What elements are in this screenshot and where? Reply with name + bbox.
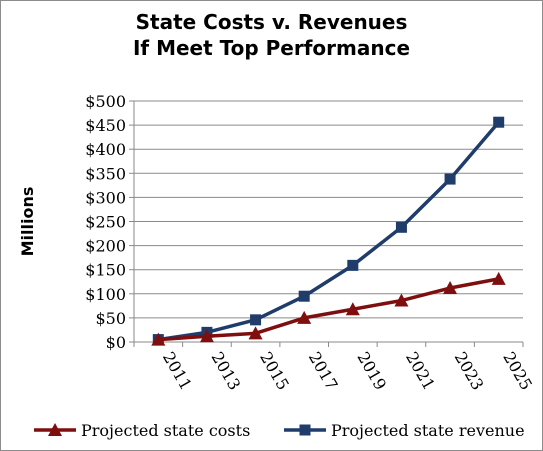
chart-title-block: State Costs v. Revenues If Meet Top Perf…	[1, 9, 542, 61]
legend-item: Projected state costs	[34, 421, 250, 440]
x-tick-label: 2013	[207, 349, 244, 394]
legend-marker	[48, 423, 62, 436]
gridlines	[134, 100, 523, 319]
series-group	[151, 116, 506, 346]
legend: Projected state costs Projected state rev…	[34, 421, 525, 440]
x-tick-label: 2021	[402, 349, 439, 394]
x-tick-label: 2019	[353, 349, 390, 394]
y-tick-label: $350	[85, 164, 126, 183]
series-revenue	[152, 116, 505, 346]
data-point	[493, 116, 505, 128]
data-point	[347, 259, 359, 271]
series-costs	[151, 271, 506, 346]
y-tick-label: $150	[85, 261, 126, 280]
data-point	[250, 314, 262, 326]
y-tick-label: $100	[85, 285, 126, 304]
x-tick-label: 2017	[305, 349, 342, 394]
x-tick-label: 2025	[499, 349, 536, 394]
data-point	[345, 302, 360, 316]
data-point	[151, 332, 166, 346]
y-axis-ticks: $0 $50 $100 $150 $200 $250 $300 $350 $400 $450 $50…	[85, 92, 134, 352]
y-tick-label: $0	[106, 333, 126, 352]
y-axis-label: Millions	[18, 187, 37, 257]
data-point	[491, 271, 506, 285]
chart-title: State Costs v. Revenues	[135, 10, 408, 34]
data-point	[444, 173, 456, 185]
y-tick-label: $300	[85, 188, 126, 207]
data-point	[395, 221, 407, 233]
data-point	[443, 281, 458, 295]
x-tick-label: 2023	[451, 349, 488, 394]
data-point	[394, 293, 409, 307]
series-line	[158, 121, 501, 342]
y-tick-label: $400	[85, 140, 126, 159]
legend-label: Projected state revenue	[331, 421, 525, 440]
y-tick-label: $200	[85, 237, 126, 256]
x-tick-label: 2011	[159, 349, 196, 394]
chart-subtitle: If Meet Top Performance	[132, 36, 411, 60]
y-tick-label: $50	[95, 309, 126, 328]
series-line	[158, 277, 500, 342]
data-point	[298, 290, 310, 302]
y-tick-label: $500	[85, 92, 126, 111]
y-tick-label: $450	[85, 116, 126, 135]
legend-marker	[299, 424, 311, 436]
data-point	[199, 329, 214, 343]
y-tick-label: $250	[85, 213, 126, 232]
legend-label: Projected state costs	[81, 421, 250, 440]
x-tick-label: 2015	[256, 349, 293, 394]
data-point	[248, 326, 263, 340]
x-axis-ticks: 2011 2013 2015 2017 2019 2021 2023 2025	[133, 342, 536, 394]
data-point	[297, 310, 312, 324]
legend-item: Projected state revenue	[284, 421, 525, 440]
